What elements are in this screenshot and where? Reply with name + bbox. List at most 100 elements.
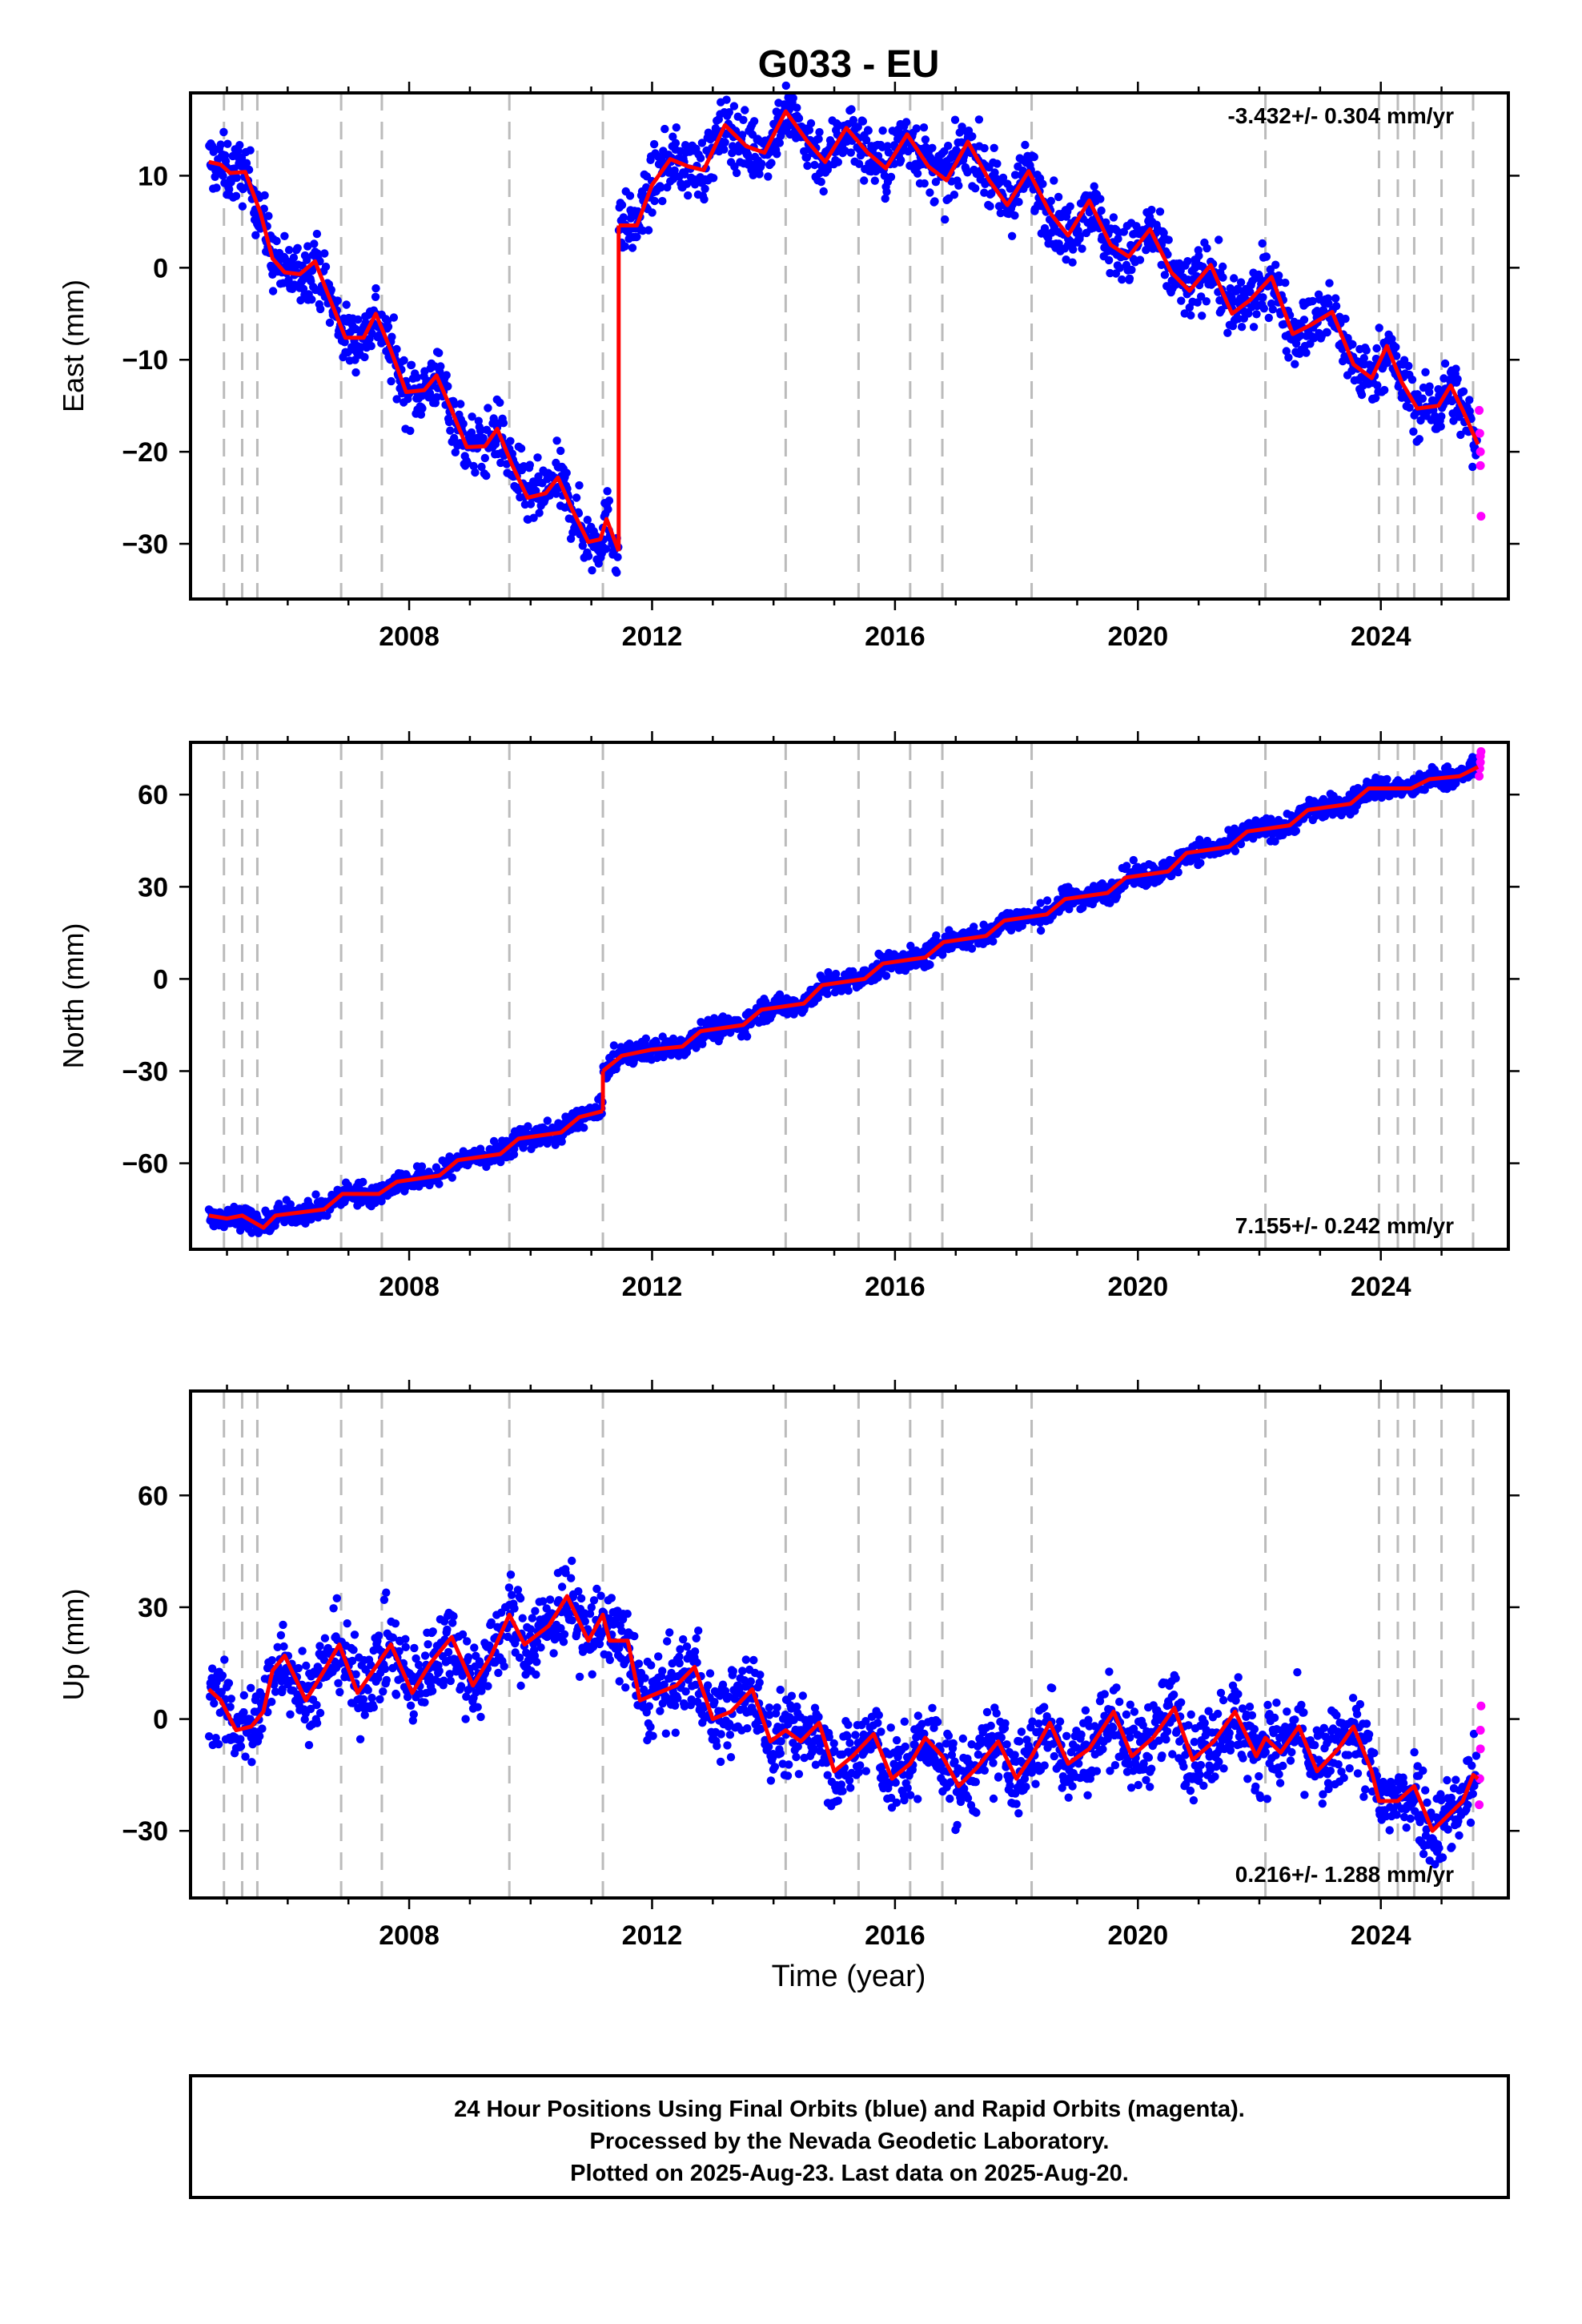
final-orbit-point: [814, 135, 823, 143]
final-orbit-point: [773, 150, 781, 159]
final-orbit-point: [1196, 858, 1205, 867]
final-orbit-point: [716, 1757, 725, 1767]
final-orbit-point: [333, 296, 342, 305]
final-orbit-point: [549, 1649, 558, 1658]
final-orbit-point: [1215, 235, 1223, 244]
final-orbit-point: [912, 124, 921, 133]
final-orbit-point: [304, 1740, 314, 1750]
final-orbit-point: [648, 208, 656, 217]
final-orbit-point: [315, 1708, 325, 1718]
final-orbit-point: [1262, 252, 1271, 261]
final-orbit-point: [392, 395, 401, 404]
final-orbit-point: [603, 487, 612, 496]
final-orbit-point: [589, 1596, 599, 1605]
final-orbit-point: [567, 1574, 576, 1582]
final-orbit-point: [1021, 140, 1030, 150]
final-orbit-point: [310, 239, 319, 248]
final-orbit-point: [424, 1640, 432, 1649]
final-orbit-point: [391, 1619, 400, 1628]
final-orbit-point: [1230, 274, 1239, 283]
final-orbit-point: [1219, 273, 1227, 282]
final-orbit-point: [406, 426, 415, 436]
final-orbit-point: [1177, 296, 1186, 305]
final-orbit-point: [545, 1595, 555, 1604]
final-orbit-point: [469, 461, 478, 471]
final-orbit-point: [444, 417, 454, 427]
final-orbit-point: [725, 108, 733, 117]
final-orbit-point: [1050, 176, 1058, 185]
final-orbit-point: [516, 1681, 525, 1691]
final-orbit-point: [1203, 243, 1211, 253]
final-orbit-point: [280, 231, 289, 240]
final-orbit-point: [596, 1591, 605, 1600]
final-orbit-point: [359, 1695, 368, 1704]
final-orbit-point: [219, 127, 228, 137]
final-orbit-point: [621, 1683, 630, 1692]
final-orbit-point: [725, 1731, 735, 1739]
final-orbit-point: [819, 187, 828, 196]
final-orbit-point: [646, 1723, 655, 1731]
final-orbit-point: [950, 115, 960, 124]
final-orbit-point: [494, 1668, 503, 1678]
final-orbit-point: [279, 1620, 287, 1630]
final-orbit-point: [1404, 361, 1413, 371]
final-orbit-point: [224, 1679, 234, 1687]
final-orbit-point: [1010, 211, 1019, 220]
final-orbit-point: [1252, 310, 1261, 319]
final-orbit-point: [268, 287, 278, 296]
final-orbit-point: [1468, 462, 1477, 472]
final-orbit-point: [990, 168, 999, 177]
final-orbit-point: [713, 1742, 721, 1751]
final-orbit-point: [387, 376, 396, 386]
final-orbit-point: [212, 183, 221, 192]
final-orbit-point: [516, 444, 526, 453]
final-orbit-point: [220, 1655, 229, 1664]
final-orbit-point: [583, 516, 592, 525]
final-orbit-point: [369, 1703, 378, 1712]
final-orbit-point: [941, 215, 950, 224]
final-orbit-point: [870, 176, 880, 185]
final-orbit-point: [464, 1653, 473, 1662]
final-orbit-point: [730, 162, 739, 171]
final-orbit-point: [342, 300, 351, 309]
final-orbit-point: [587, 1603, 596, 1612]
final-orbit-point: [1249, 323, 1259, 332]
final-orbit-point: [1415, 435, 1424, 444]
final-orbit-point: [658, 196, 667, 206]
final-orbit-point: [1127, 265, 1136, 275]
final-orbit-point: [681, 170, 689, 179]
final-orbit-point: [647, 1661, 656, 1670]
final-orbit-point: [1323, 328, 1331, 337]
final-orbit-point: [560, 1630, 569, 1639]
final-orbit-point: [656, 183, 665, 192]
final-orbit-point: [312, 1719, 322, 1727]
final-orbit-point: [1038, 179, 1047, 188]
final-orbit-point: [218, 1671, 227, 1680]
final-orbit-point: [717, 1730, 725, 1739]
final-orbit-point: [1421, 368, 1430, 376]
final-orbit-point: [703, 1681, 713, 1690]
y-tick-label: 0: [153, 964, 168, 995]
final-orbit-point: [401, 1634, 410, 1643]
final-orbit-point: [1291, 826, 1301, 835]
final-orbit-point: [648, 1731, 657, 1740]
final-orbit-point: [1125, 274, 1134, 283]
final-orbit-point: [1437, 412, 1446, 421]
final-orbit-point: [632, 232, 641, 241]
final-orbit-point: [468, 412, 476, 421]
final-orbit-point: [1068, 258, 1077, 267]
final-orbit-point: [710, 1698, 719, 1707]
final-orbit-point: [260, 191, 269, 200]
final-orbit-point: [901, 118, 911, 127]
final-orbit-point: [617, 200, 627, 210]
final-orbit-point: [410, 1643, 419, 1653]
final-orbit-point: [444, 382, 452, 391]
final-orbit-point: [928, 143, 937, 152]
final-orbit-point: [235, 141, 244, 150]
final-orbit-point: [604, 505, 612, 514]
rapid-orbit-point: [1475, 428, 1484, 438]
rapid-orbit-point: [1476, 460, 1485, 470]
final-orbit-point: [435, 1180, 444, 1188]
final-orbit-point: [506, 1570, 516, 1579]
